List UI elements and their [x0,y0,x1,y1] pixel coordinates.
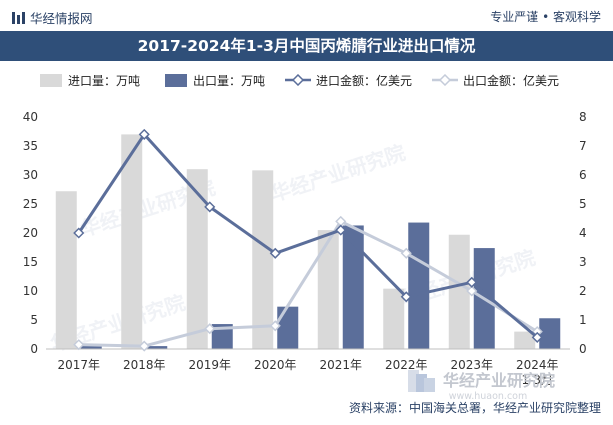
y-right-tick-label: 0 [579,342,587,356]
top-bar: 华经情报网 专业严谨 • 客观科学 [0,0,613,30]
point-export-amt [466,285,478,297]
y-right-tick-label: 6 [579,168,587,182]
y-right-tick-label: 1 [579,313,587,327]
y-right-tick-label: 4 [579,226,587,240]
legend-item-import-qty: 进口量：万吨 [40,69,140,91]
legend-item-export-amt: 出口金额：亿美元 [432,69,559,91]
x-tick-label: 1-3月 [521,373,553,387]
point-export-amt [204,323,216,335]
x-tick-label: 2022年 [385,358,428,372]
y-right-tick-label: 2 [579,284,587,298]
legend-swatch-import-qty [40,73,62,87]
bar-export-qty [146,346,168,349]
legend-item-import-amt: 进口金额：亿美元 [285,69,412,91]
legend: 进口量：万吨 出口量：万吨 进口金额：亿美元 出口金额：亿美元 [0,69,613,91]
x-tick-label: 2023年 [450,358,493,372]
bar-import-qty [121,134,143,349]
brand-logo-icon [12,12,25,24]
tagline: 专业严谨 • 客观科学 [490,10,601,24]
legend-marker-import-amt [285,74,311,86]
y-left-tick-label: 30 [23,168,38,182]
legend-label-export-amt: 出口金额：亿美元 [463,73,560,88]
bar-import-qty [55,191,77,349]
y-left-tick-label: 10 [23,284,38,298]
bar-import-qty [252,170,274,349]
legend-item-export-qty: 出口量：万吨 [165,69,265,91]
legend-label-import-amt: 进口金额：亿美元 [316,73,413,88]
y-right-tick-label: 8 [579,110,587,124]
line-import-amt [77,132,539,339]
point-import-amt [335,224,347,236]
logo-block-icon [424,378,435,392]
point-export-amt [138,340,150,352]
title-bar: 2017-2024年1-3月中国丙烯腈行业进出口情况 [0,31,613,61]
bar-export-qty [408,222,430,349]
y-right-tick-label: 7 [579,139,587,153]
legend-swatch-export-qty [165,73,187,87]
source-note: 资料来源：中国海关总署，华经产业研究院整理 [348,401,601,415]
point-import-amt [400,291,412,303]
y-right-tick-label: 5 [579,197,587,211]
chart-title: 2017-2024年1-3月中国丙烯腈行业进出口情况 [137,37,476,55]
x-tick-label: 2017年 [57,358,100,372]
bar-import-qty [514,331,536,349]
logo-name: 华经产业研究院 [443,371,555,390]
point-export-amt [73,339,85,351]
y-left-tick-label: 15 [23,255,38,269]
point-export-amt [400,247,412,259]
x-tick-label: 2024年 [516,358,559,372]
x-tick-label: 2018年 [123,358,166,372]
y-right-tick-label: 3 [579,255,587,269]
point-export-amt [269,320,281,332]
point-import-amt [204,201,216,213]
logo-block-icon [416,374,427,392]
bar-export-qty [539,318,561,349]
bar-export-qty [277,306,299,349]
x-tick-label: 2021年 [319,358,362,372]
legend-marker-export-amt [432,74,458,86]
point-import-amt [466,276,478,288]
bar-import-qty [383,288,405,349]
point-import-amt [269,247,281,259]
bar-import-qty [317,230,339,349]
y-left-tick-label: 35 [23,139,38,153]
point-import-amt [531,331,543,343]
x-tick-label: 2020年 [254,358,297,372]
bar-import-qty [186,169,208,349]
x-tick-label: 2019年 [188,358,231,372]
legend-label-export-qty: 出口量：万吨 [193,73,266,88]
watermark-text: 华经产业研究院 [268,140,409,206]
bar-export-qty [211,324,233,349]
plot-layer: 0 5 10 15 20 25 30 35 40 0 1 2 3 4 5 6 7 8 2017年 2018年 2019年… [23,110,587,387]
y-left-tick-label: 25 [23,197,38,211]
bar-import-qty [448,234,470,349]
bar-export-qty [80,344,102,349]
point-import-amt [73,227,85,239]
y-left-tick-label: 5 [30,313,38,327]
logo-url: www.huaon.com [449,391,527,402]
y-left-tick-label: 40 [23,110,38,124]
y-left-tick-label: 20 [23,226,38,240]
bar-export-qty [342,225,364,349]
brand: 华经情报网 [12,8,93,27]
logo-block-icon [408,370,419,392]
brand-name: 华经情报网 [30,11,93,26]
point-import-amt [138,128,150,140]
y-left-tick-label: 0 [30,342,38,356]
legend-label-import-qty: 进口量：万吨 [68,73,141,88]
